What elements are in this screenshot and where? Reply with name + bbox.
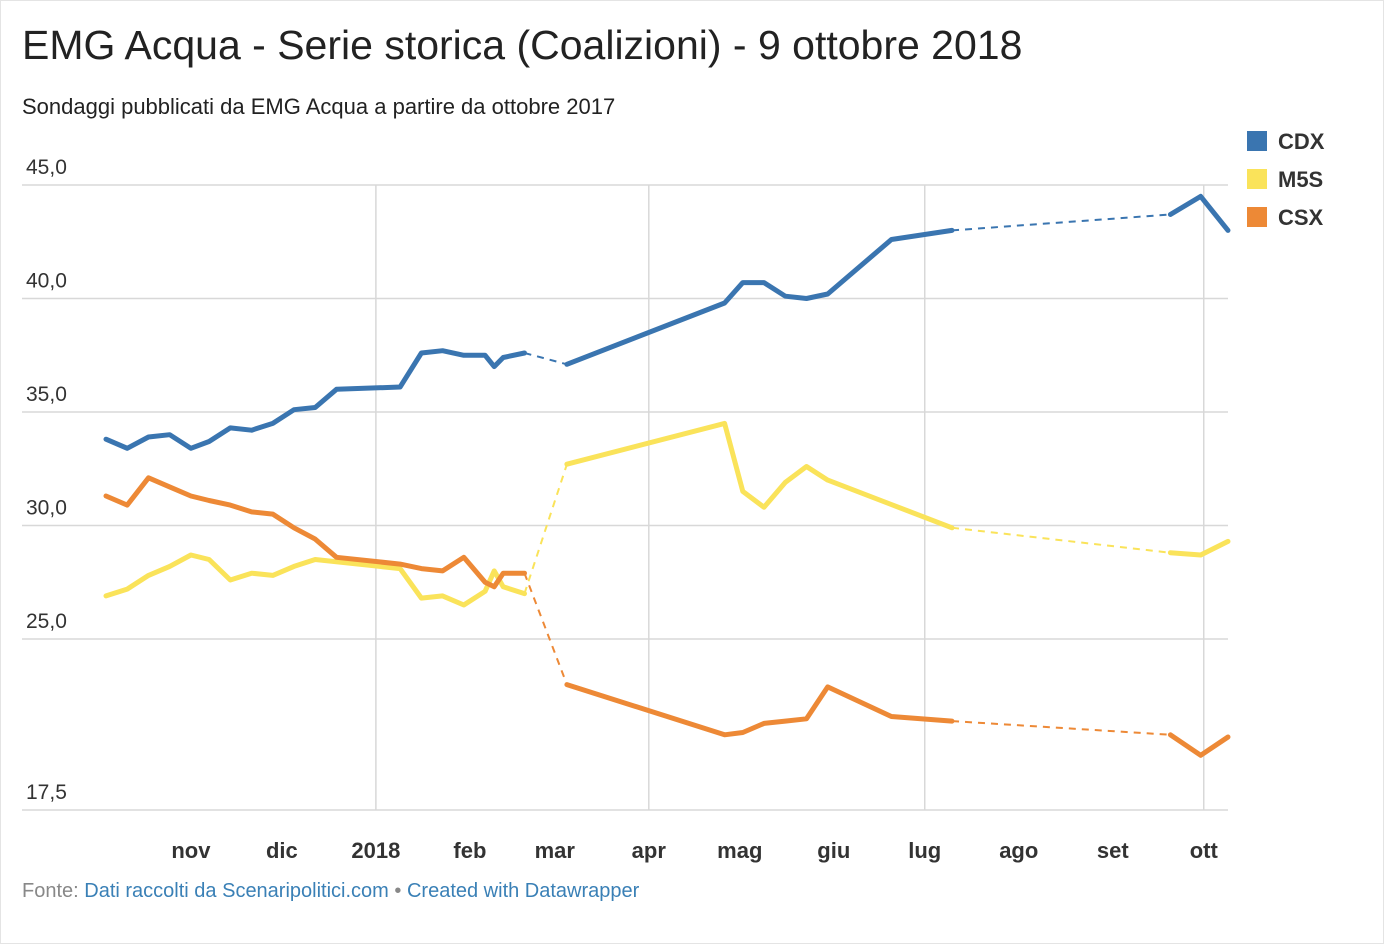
y-tick-label: 40,0 <box>26 270 67 293</box>
series-line-csx <box>103 475 527 590</box>
legend-label-csx: CSX <box>1278 205 1324 230</box>
series-lines <box>103 193 1231 758</box>
series-line-m5s <box>564 420 955 531</box>
series-gap-m5s <box>523 463 568 594</box>
x-tick-label: ott <box>1190 838 1219 863</box>
series-line-m5s <box>103 552 527 608</box>
legend: CDX M5S CSX <box>1247 129 1325 230</box>
source-link[interactable]: Dati raccolti da Scenaripolitici.com <box>84 880 389 902</box>
series-gap-cdx <box>951 213 1171 232</box>
x-tick-label: mag <box>717 838 762 863</box>
series-line-m5s <box>1167 538 1231 558</box>
x-tick-label: lug <box>908 838 941 863</box>
series-cdx <box>103 193 1231 451</box>
x-tick-label: 2018 <box>351 838 400 863</box>
source-label: Fonte: <box>22 880 79 902</box>
series-csx <box>103 475 1231 758</box>
legend-label-m5s: M5S <box>1278 167 1323 192</box>
x-tick-label: nov <box>171 838 211 863</box>
legend-swatch-m5s <box>1247 169 1267 189</box>
y-tick-label: 30,0 <box>26 497 67 520</box>
series-gap-csx <box>951 720 1171 736</box>
x-tick-label: ago <box>999 838 1038 863</box>
series-line-csx <box>564 682 955 738</box>
x-tick-label: feb <box>453 838 486 863</box>
gridlines <box>22 184 1228 811</box>
series-line-csx <box>1167 732 1231 758</box>
series-gap-m5s <box>951 526 1171 554</box>
x-tick-label: mar <box>535 838 576 863</box>
series-m5s <box>103 420 1231 608</box>
x-tick-label: giu <box>817 838 850 863</box>
series-line-cdx <box>1167 193 1231 233</box>
y-tick-label: 35,0 <box>26 383 67 406</box>
y-tick-label: 45,0 <box>26 156 67 179</box>
footer: Fonte: Dati raccolti da Scenaripolitici.… <box>22 880 639 903</box>
y-tick-label: 17,5 <box>26 781 67 804</box>
series-gap-csx <box>523 572 568 685</box>
chart-subtitle: Sondaggi pubblicati da EMG Acqua a parti… <box>22 94 616 119</box>
x-tick-label: apr <box>632 838 667 863</box>
chart-title: EMG Acqua - Serie storica (Coalizioni) -… <box>22 22 1023 68</box>
x-axis: nov dic 2018 feb mar apr mag giu lug ago set ott <box>171 838 1218 863</box>
legend-swatch-cdx <box>1247 131 1267 151</box>
series-line-cdx <box>564 227 955 367</box>
legend-label-cdx: CDX <box>1278 129 1325 154</box>
x-tick-label: dic <box>266 838 298 863</box>
series-line-cdx <box>103 348 527 451</box>
credit-link[interactable]: Created with Datawrapper <box>406 880 640 902</box>
x-tick-label: set <box>1097 838 1129 863</box>
footer-separator: • <box>394 880 402 902</box>
y-axis: 45,0 40,0 35,0 30,0 25,0 17,5 <box>26 156 67 804</box>
legend-swatch-csx <box>1247 207 1267 227</box>
series-gap-cdx <box>524 352 568 366</box>
line-chart: 45,0 40,0 35,0 30,0 25,0 17,5 nov dic 2018 feb ma… <box>22 129 1325 863</box>
y-tick-label: 25,0 <box>26 610 67 633</box>
